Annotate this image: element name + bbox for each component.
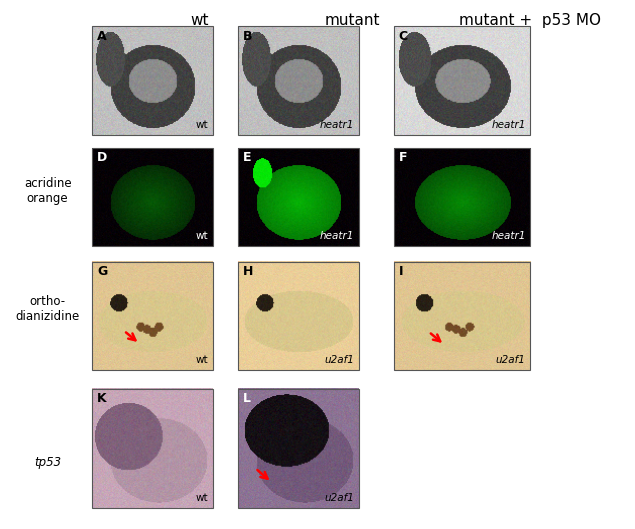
Text: heatr1: heatr1 [320,231,354,241]
Text: L: L [243,392,251,405]
Text: heatr1: heatr1 [491,120,526,130]
Bar [92,26,213,135]
Text: G: G [97,265,107,278]
Text: heatr1: heatr1 [320,120,354,130]
Text: E: E [243,151,251,165]
Text: wt: wt [196,355,208,365]
Text: F: F [399,151,407,165]
Text: heatr1: heatr1 [491,231,526,241]
Bar [238,148,359,246]
Text: u2af1: u2af1 [324,492,354,503]
Text: H: H [243,265,253,278]
Text: wt: wt [190,13,210,28]
Bar [394,262,530,370]
Text: A: A [97,30,107,43]
Text: K: K [97,392,107,405]
Text: acridine
orange: acridine orange [24,178,71,205]
Bar [92,148,213,246]
Text: wt: wt [196,492,208,503]
Bar [92,389,213,508]
Bar [92,262,213,370]
Text: u2af1: u2af1 [324,355,354,365]
Text: I: I [399,265,403,278]
Text: mutant +  p53 MO: mutant + p53 MO [459,13,601,28]
Text: C: C [399,30,408,43]
Bar [394,148,530,246]
Bar [238,389,359,508]
Text: tp53: tp53 [34,457,61,469]
Text: wt: wt [196,120,208,130]
Text: u2af1: u2af1 [496,355,526,365]
Bar [238,26,359,135]
Text: B: B [243,30,253,43]
Text: mutant: mutant [324,13,380,28]
Bar [238,262,359,370]
Text: D: D [97,151,107,165]
Bar [394,26,530,135]
Text: ortho-
dianizidine: ortho- dianizidine [15,296,80,323]
Text: wt: wt [196,231,208,241]
